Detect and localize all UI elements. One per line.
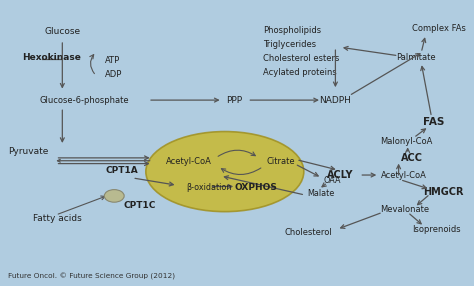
Text: Fatty acids: Fatty acids <box>33 214 82 223</box>
Text: Isoprenoids: Isoprenoids <box>412 225 461 234</box>
Text: Acetyl-CoA: Acetyl-CoA <box>381 170 427 180</box>
Text: Glucose-6-phosphate: Glucose-6-phosphate <box>40 96 129 105</box>
Text: Hexokinase: Hexokinase <box>22 53 81 62</box>
Text: Palmitate: Palmitate <box>396 53 436 62</box>
Text: β-oxidation: β-oxidation <box>186 183 232 192</box>
Text: PPP: PPP <box>226 96 242 105</box>
Text: OAA: OAA <box>323 176 341 185</box>
Text: ACLY: ACLY <box>327 170 354 180</box>
Text: ACC: ACC <box>401 153 423 163</box>
Text: Glucose: Glucose <box>44 27 81 36</box>
Text: Mevalonate: Mevalonate <box>381 205 429 214</box>
Text: Malonyl-CoA: Malonyl-CoA <box>381 137 433 146</box>
Text: Citrate: Citrate <box>267 157 296 166</box>
Text: FAS: FAS <box>423 117 445 126</box>
Text: Pyruvate: Pyruvate <box>9 147 49 156</box>
Text: Malate: Malate <box>307 188 334 198</box>
Text: Triglycerides: Triglycerides <box>263 40 316 49</box>
Text: HMGCR: HMGCR <box>423 187 464 196</box>
Text: CPT1C: CPT1C <box>123 200 155 210</box>
Text: Acetyl-CoA: Acetyl-CoA <box>166 157 212 166</box>
Text: NADPH: NADPH <box>319 96 351 105</box>
Text: Cholesterol: Cholesterol <box>284 228 332 237</box>
Text: CPT1A: CPT1A <box>105 166 138 175</box>
Text: Phospholipids: Phospholipids <box>263 25 321 35</box>
Text: ADP: ADP <box>105 70 123 79</box>
Ellipse shape <box>146 132 304 212</box>
Circle shape <box>104 190 124 202</box>
Text: Complex FAs: Complex FAs <box>412 24 466 33</box>
Text: Cholesterol esters: Cholesterol esters <box>263 54 339 63</box>
Text: Acylated proteins: Acylated proteins <box>263 68 337 78</box>
Text: ATP: ATP <box>105 55 120 65</box>
Text: Future Oncol. © Future Science Group (2012): Future Oncol. © Future Science Group (20… <box>8 273 175 280</box>
Text: OXPHOS: OXPHOS <box>234 183 277 192</box>
